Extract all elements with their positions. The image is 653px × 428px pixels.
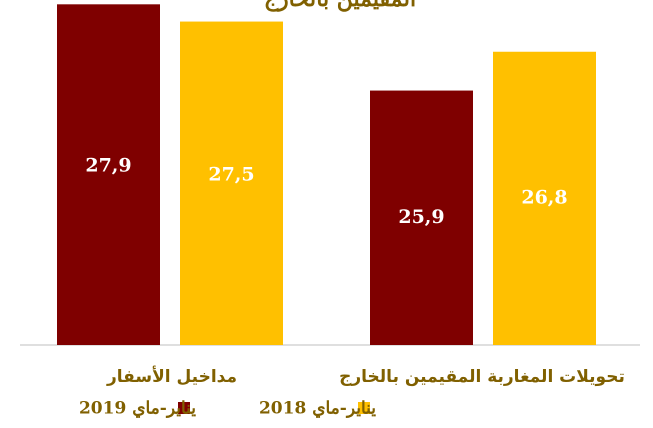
x-tick-label: مداخيل الأسفار — [106, 366, 237, 387]
x-tick-label: تحويلات المغاربة المقيمين بالخارج — [339, 367, 625, 387]
legend-swatch — [178, 402, 190, 414]
legend-label: يناير-ماي 2019 — [79, 399, 196, 419]
bar — [180, 21, 283, 345]
bar — [57, 4, 160, 345]
bar — [493, 51, 596, 345]
value-label: 26,8 — [521, 186, 567, 208]
value-label: 27,9 — [85, 155, 131, 177]
bar — [370, 90, 473, 345]
legend-swatch — [358, 402, 370, 414]
chart-title: المقيمين بالخارج — [264, 0, 416, 12]
value-label: 25,9 — [398, 206, 444, 228]
legend-label: يناير-ماي 2018 — [259, 399, 376, 419]
value-label: 27,5 — [208, 163, 254, 185]
